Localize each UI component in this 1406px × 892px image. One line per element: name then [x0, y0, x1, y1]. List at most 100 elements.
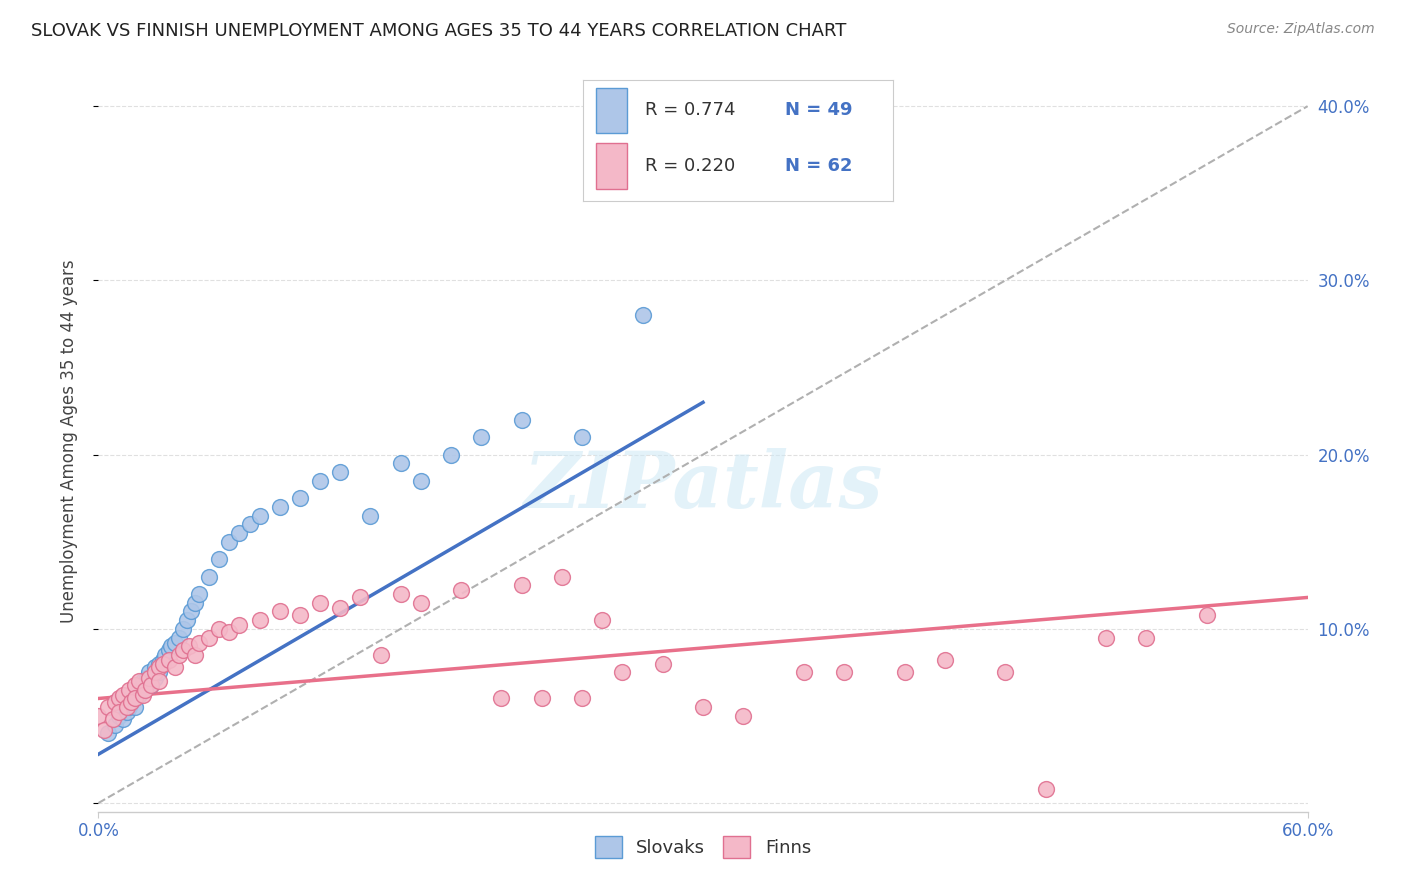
- Point: [188, 587, 211, 601]
- Point: [491, 691, 513, 706]
- Point: [228, 526, 250, 541]
- Point: [309, 596, 332, 610]
- Point: [132, 688, 155, 702]
- Point: [239, 517, 262, 532]
- Point: [249, 508, 271, 523]
- Point: [510, 413, 533, 427]
- Point: [228, 618, 250, 632]
- Point: [124, 677, 146, 691]
- Point: [128, 688, 150, 702]
- Point: [733, 709, 755, 723]
- Point: [87, 709, 110, 723]
- Point: [115, 700, 138, 714]
- Point: [934, 653, 956, 667]
- Point: [692, 700, 714, 714]
- Point: [309, 474, 332, 488]
- Point: [157, 653, 180, 667]
- Point: [120, 695, 142, 709]
- Point: [152, 657, 174, 671]
- Point: [1195, 607, 1218, 622]
- Point: [329, 465, 352, 479]
- Point: [167, 631, 190, 645]
- Point: [128, 674, 150, 689]
- Point: [103, 717, 125, 731]
- Point: [138, 665, 160, 680]
- Point: [139, 677, 162, 691]
- Point: [198, 631, 221, 645]
- Point: [1135, 631, 1157, 645]
- Point: [124, 700, 146, 714]
- Point: [188, 636, 211, 650]
- Point: [124, 691, 146, 706]
- Point: [132, 674, 155, 689]
- Point: [389, 456, 412, 470]
- Point: [409, 596, 432, 610]
- Point: [269, 500, 291, 514]
- Point: [370, 648, 392, 662]
- Point: [111, 712, 134, 726]
- Point: [571, 430, 593, 444]
- Point: [120, 695, 142, 709]
- Point: [152, 653, 174, 667]
- Point: [184, 596, 207, 610]
- Point: [143, 665, 166, 680]
- Point: [107, 691, 129, 706]
- FancyBboxPatch shape: [596, 87, 627, 133]
- Point: [143, 671, 166, 685]
- Legend: Slovaks, Finns: Slovaks, Finns: [588, 830, 818, 865]
- Point: [389, 587, 412, 601]
- Point: [510, 578, 533, 592]
- Point: [132, 677, 155, 691]
- Point: [157, 642, 180, 657]
- Point: [167, 648, 190, 662]
- Point: [163, 636, 186, 650]
- Point: [893, 665, 915, 680]
- Point: [148, 665, 170, 680]
- Point: [612, 665, 634, 680]
- Point: [651, 657, 673, 671]
- Point: [329, 601, 352, 615]
- Point: [208, 622, 231, 636]
- Point: [118, 700, 141, 714]
- Point: [349, 591, 371, 605]
- Text: ZIPatlas: ZIPatlas: [523, 448, 883, 524]
- Point: [1035, 782, 1057, 797]
- Point: [103, 695, 125, 709]
- Point: [176, 613, 198, 627]
- Point: [793, 665, 815, 680]
- Point: [184, 648, 207, 662]
- Point: [139, 677, 162, 691]
- Point: [172, 642, 194, 657]
- Point: [107, 709, 129, 723]
- Point: [470, 430, 492, 444]
- Point: [172, 622, 194, 636]
- Point: [153, 648, 176, 662]
- Text: R = 0.774: R = 0.774: [645, 102, 735, 120]
- Point: [101, 712, 124, 726]
- Point: [288, 491, 311, 505]
- Point: [128, 682, 150, 697]
- Point: [832, 665, 855, 680]
- Point: [409, 474, 432, 488]
- Point: [134, 682, 156, 697]
- Point: [148, 674, 170, 689]
- Point: [180, 604, 202, 618]
- Text: R = 0.220: R = 0.220: [645, 157, 735, 175]
- Point: [111, 688, 134, 702]
- Point: [179, 639, 201, 653]
- Point: [148, 657, 170, 671]
- Point: [440, 448, 463, 462]
- Point: [115, 706, 138, 720]
- FancyBboxPatch shape: [596, 143, 627, 188]
- Point: [450, 583, 472, 598]
- Point: [551, 569, 574, 583]
- Point: [135, 671, 157, 685]
- Point: [530, 691, 553, 706]
- Point: [269, 604, 291, 618]
- Y-axis label: Unemployment Among Ages 35 to 44 years: Unemployment Among Ages 35 to 44 years: [59, 260, 77, 624]
- Point: [163, 660, 186, 674]
- Point: [138, 671, 160, 685]
- Point: [218, 625, 240, 640]
- Point: [148, 660, 170, 674]
- Point: [591, 613, 613, 627]
